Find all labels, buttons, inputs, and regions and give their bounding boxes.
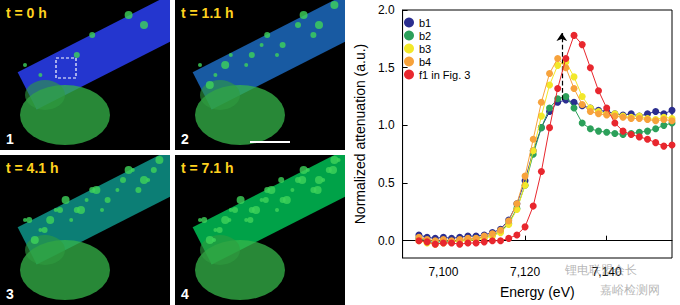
svg-text:1.5: 1.5	[378, 61, 395, 75]
svg-text:b3: b3	[419, 43, 431, 55]
svg-text:Energy (eV): Energy (eV)	[500, 284, 575, 300]
svg-text:Normalized attenuation (a.u.): Normalized attenuation (a.u.)	[352, 44, 368, 225]
svg-text:t = 0 h: t = 0 h	[6, 5, 47, 21]
svg-text:0.0: 0.0	[378, 234, 395, 248]
svg-text:b2: b2	[419, 30, 431, 42]
svg-text:t = 1.1 h: t = 1.1 h	[181, 5, 234, 21]
svg-text:b4: b4	[419, 56, 431, 68]
svg-text:f1 in Fig. 3: f1 in Fig. 3	[419, 69, 470, 81]
svg-text:2: 2	[181, 131, 189, 147]
svg-text:1.0: 1.0	[378, 118, 395, 132]
svg-text:3: 3	[6, 286, 14, 302]
svg-text:2.0: 2.0	[378, 3, 395, 17]
svg-text:7,100: 7,100	[428, 265, 458, 279]
svg-text:7,140: 7,140	[592, 265, 622, 279]
svg-text:t = 7.1 h: t = 7.1 h	[181, 160, 234, 176]
svg-text:0.5: 0.5	[378, 176, 395, 190]
svg-text:1: 1	[6, 131, 14, 147]
svg-text:4: 4	[181, 286, 189, 302]
svg-text:7,120: 7,120	[510, 265, 540, 279]
svg-text:b1: b1	[419, 17, 431, 29]
svg-text:t = 4.1 h: t = 4.1 h	[6, 160, 59, 176]
